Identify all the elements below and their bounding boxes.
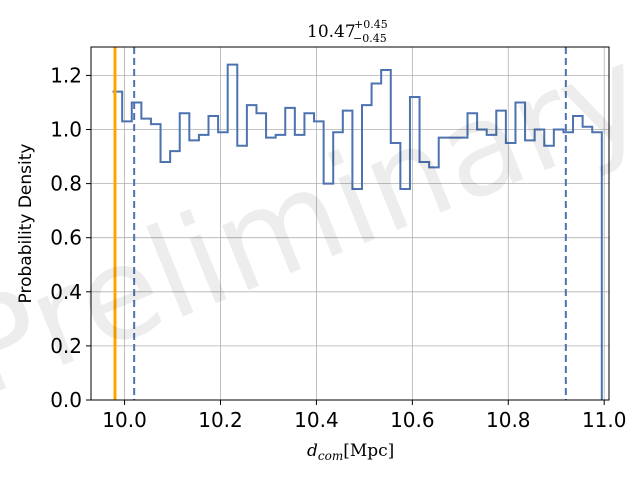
- watermark: Preliminary: [0, 17, 640, 426]
- y-tick-label: 0.2: [50, 334, 82, 358]
- x-tick-label: 10.4: [294, 408, 339, 432]
- y-axis-ticks: 0.0 0.2 0.4 0.6 0.8 1.0 1.2: [50, 63, 91, 412]
- x-tick-label: 10.6: [390, 408, 435, 432]
- y-tick-label: 0.0: [50, 388, 82, 412]
- x-tick-label: 10.2: [198, 408, 243, 432]
- reference-lines: [113, 47, 567, 400]
- title-subscript: −0.45: [353, 32, 387, 45]
- x-axis-label-symbol: d: [307, 441, 318, 461]
- y-tick-label: 1.0: [50, 118, 82, 142]
- histogram-layer: [112, 63, 603, 400]
- y-tick-label: 1.2: [50, 63, 82, 87]
- y-tick-label: 0.4: [50, 280, 82, 304]
- x-tick-label: 10.0: [102, 408, 147, 432]
- grid: [91, 47, 609, 401]
- y-axis-label: Probability Density: [16, 144, 36, 304]
- x-tick-label: 11.0: [582, 408, 627, 432]
- y-tick-label: 0.8: [50, 172, 82, 196]
- histogram-step: [112, 63, 603, 400]
- x-axis-label: dcom[Mpc]: [307, 441, 394, 463]
- y-tick-label: 0.6: [50, 226, 82, 250]
- title-superscript: +0.45: [354, 18, 388, 31]
- plot-frame: [90, 46, 610, 401]
- x-tick-label: 10.8: [486, 408, 531, 432]
- title-value: 10.47: [307, 22, 356, 42]
- x-axis-ticks: 10.0 10.2 10.4 10.6 10.8 11.0: [102, 400, 626, 432]
- chart-title: 10.47: [307, 22, 356, 42]
- x-axis-label-unit: [Mpc]: [343, 441, 394, 461]
- x-axis-label-subscript: com: [318, 449, 343, 463]
